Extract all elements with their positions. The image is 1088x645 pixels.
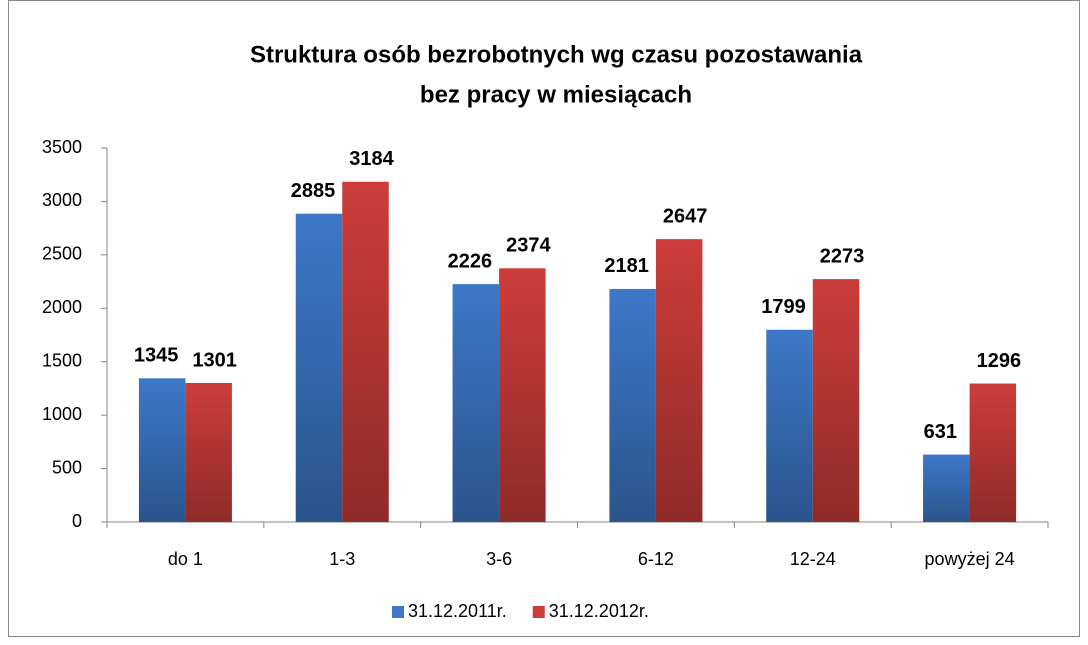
y-tick-label: 500 <box>52 457 82 477</box>
data-label: 631 <box>924 421 957 443</box>
y-tick-label: 1000 <box>42 404 82 424</box>
x-tick-label: 3-6 <box>486 549 512 569</box>
bar-shade <box>452 284 500 522</box>
y-tick-label: 3500 <box>42 137 82 157</box>
data-label: 2226 <box>448 250 493 272</box>
bar-shade <box>499 268 546 522</box>
bar-shade <box>655 239 703 522</box>
bar-shade <box>969 383 1017 522</box>
x-tick-label: 12-24 <box>790 549 836 569</box>
data-label: 1301 <box>192 349 237 371</box>
y-tick-label: 2500 <box>42 244 82 264</box>
data-label: 1345 <box>134 345 179 367</box>
x-tick-label: 1-3 <box>329 549 355 569</box>
x-tick-label: powyżej 24 <box>925 549 1015 569</box>
bar-shade <box>295 213 343 522</box>
legend-label: 31.12.2011r. <box>408 601 507 621</box>
bar-shade <box>923 454 970 522</box>
data-label: 2181 <box>604 255 649 277</box>
data-label: 2885 <box>291 180 336 202</box>
bar-shade <box>138 378 186 522</box>
data-label: 2374 <box>506 235 551 257</box>
bar-shade <box>609 288 656 522</box>
chart-title: bez pracy w miesiącach <box>420 81 692 108</box>
y-tick-label: 1500 <box>42 350 82 370</box>
chart-title: Struktura osób bezrobotnych wg czasu poz… <box>250 41 863 68</box>
legend-swatch <box>532 606 545 618</box>
bar-shade <box>185 382 232 522</box>
bar-shade <box>766 329 813 522</box>
legend-label: 31.12.2012r. <box>549 601 649 621</box>
data-label: 3184 <box>349 148 394 170</box>
y-tick-label: 2000 <box>42 297 82 317</box>
data-label: 1296 <box>977 350 1022 372</box>
data-label: 2647 <box>663 205 708 227</box>
y-tick-label: 3000 <box>42 190 82 210</box>
y-tick-label: 0 <box>72 511 82 531</box>
x-tick-label: 6-12 <box>638 549 674 569</box>
legend-swatch <box>392 606 404 618</box>
data-label: 2273 <box>820 245 865 267</box>
data-label: 1799 <box>761 296 806 318</box>
x-tick-label: do 1 <box>168 549 203 569</box>
bar-shade <box>812 279 860 522</box>
bar-shade <box>342 181 389 523</box>
